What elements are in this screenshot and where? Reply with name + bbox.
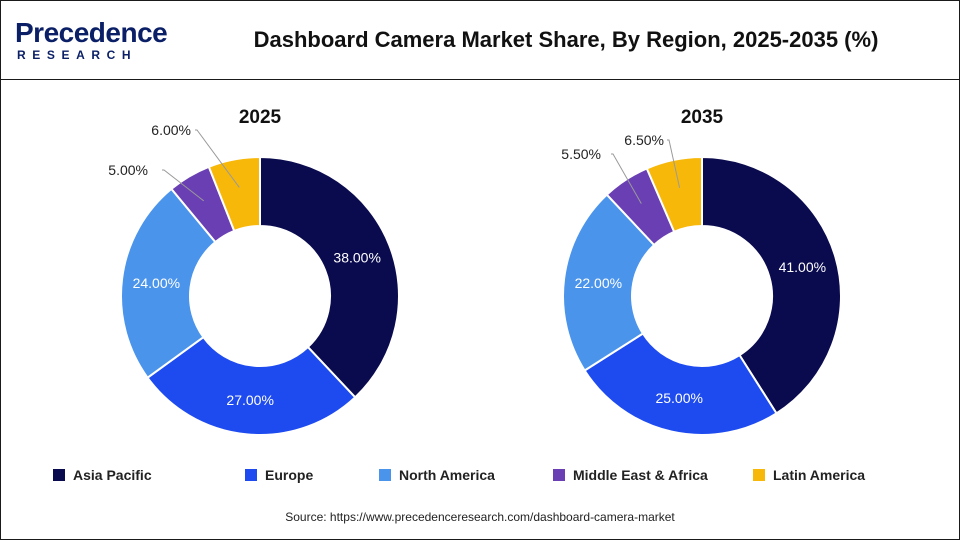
data-label-2025-asia-pacific: 38.00% (333, 250, 380, 266)
legend-item-middle-east-and-africa: Middle East & Africa (553, 463, 708, 487)
donut-title-2035: 2035 (681, 107, 724, 128)
brand-logo: Precedence RESEARCH (15, 17, 168, 65)
legend-label: Asia Pacific (73, 467, 152, 483)
slice-2025-north-america (120, 187, 217, 380)
legend: Asia Pacific Europe North America Middle Ea… (1, 463, 959, 487)
data-label-2035-latin-america: 6.50% (624, 132, 664, 148)
slice-2035-asia-pacific (701, 155, 842, 415)
legend-item-north-america: North America (379, 463, 495, 487)
slice-2025-europe (146, 335, 357, 436)
legend-item-europe: Europe (245, 463, 313, 487)
legend-label: Latin America (773, 467, 866, 483)
data-label-2035-middle-east-and-africa: 5.50% (561, 146, 601, 162)
source-note: Source: https://www.precedenceresearch.c… (285, 510, 675, 524)
data-label-2025-latin-america: 6.00% (151, 122, 191, 138)
legend-label: Europe (265, 467, 314, 483)
leader-line-2025-latin-america (195, 129, 240, 188)
data-label-2035-asia-pacific: 41.00% (779, 259, 826, 275)
slice-2035-latin-america (645, 155, 703, 234)
header: Precedence RESEARCH Dashboard Camera Mar… (1, 1, 959, 80)
slice-2025-asia-pacific (259, 155, 400, 399)
legend-swatch (245, 469, 257, 481)
chart-title: Dashboard Camera Market Share, By Region… (253, 27, 879, 52)
legend-item-asia-pacific: Asia Pacific (53, 463, 152, 487)
legend-label: North America (399, 467, 495, 483)
slice-2035-north-america (562, 193, 656, 372)
data-label-2025-middle-east-and-africa: 5.00% (108, 162, 148, 178)
logo-wordmark: Precedence (15, 17, 168, 48)
legend-swatch (53, 469, 65, 481)
legend-label: Middle East & Africa (573, 467, 708, 483)
legend-swatch (379, 469, 391, 481)
data-label-2025-north-america: 24.00% (133, 275, 180, 291)
slice-2035-europe (583, 332, 778, 436)
slice-2025-latin-america (207, 155, 261, 233)
legend-item-latin-america: Latin America (753, 463, 865, 487)
legend-swatch (753, 469, 765, 481)
data-label-2035-europe: 25.00% (655, 390, 702, 406)
logo-subtitle: RESEARCH (17, 48, 138, 62)
data-label-2035-north-america: 22.00% (575, 275, 622, 291)
leader-line-2035-latin-america (667, 139, 681, 188)
donut-title-2025: 2025 (239, 107, 282, 128)
donut-charts: 2025 38.00% 27.00% 24.00% 5.00% 6.00% 2035 41.0… (108, 107, 842, 436)
legend-swatch (553, 469, 565, 481)
leader-line-2035-middle-east-and-africa (611, 153, 642, 204)
data-label-2025-europe: 27.00% (226, 392, 273, 408)
leader-line-2025-middle-east-and-africa (162, 169, 205, 202)
